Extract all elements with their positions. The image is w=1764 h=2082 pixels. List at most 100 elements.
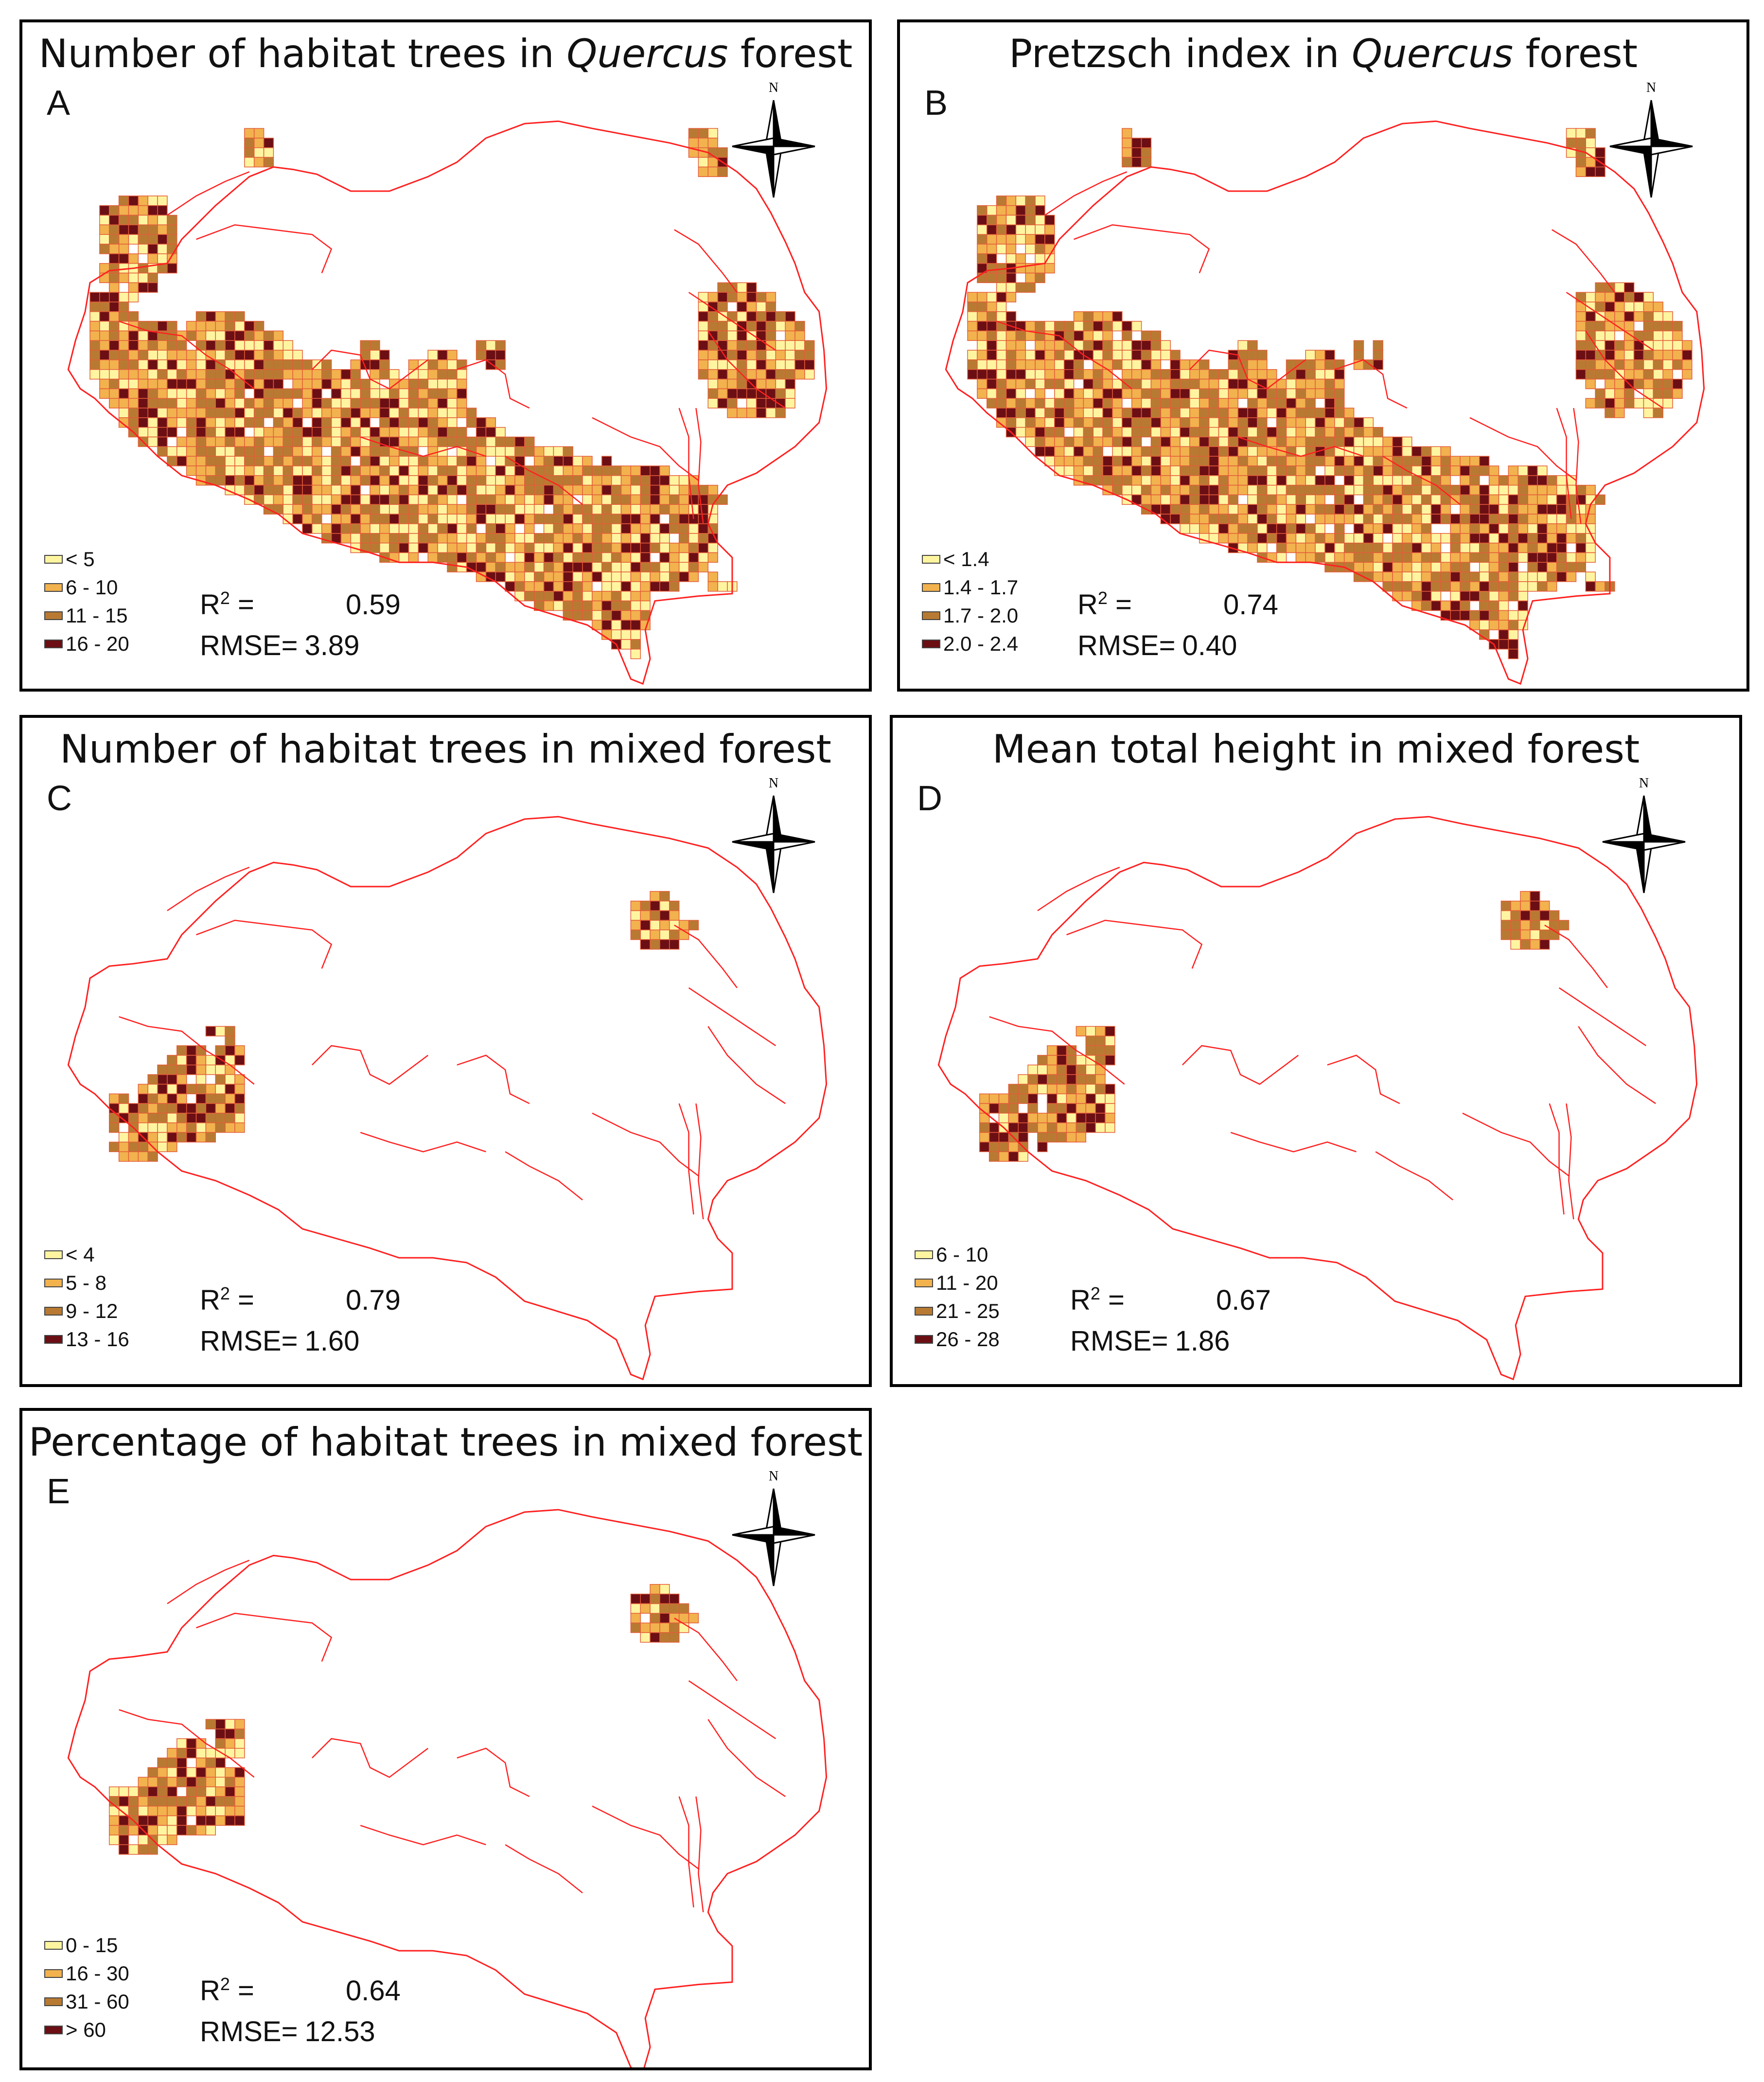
grid-cell [1382, 436, 1393, 447]
grid-cell [331, 446, 342, 457]
grid-cell [157, 1796, 168, 1807]
grid-cell [398, 398, 409, 409]
grid-cell [109, 340, 120, 351]
grid-cell [205, 1122, 216, 1133]
legend: < 1.4 1.4 - 1.7 1.7 - 2.0 2.0 - 2.4 [922, 545, 1018, 658]
grid-cell [630, 484, 641, 496]
grid-cell [157, 446, 168, 457]
grid-cell [147, 359, 158, 370]
grid-cell [1257, 494, 1268, 505]
grid-cell [457, 523, 467, 534]
grid-cell [650, 571, 660, 582]
grid-cell [379, 359, 390, 370]
grid-cell [1199, 514, 1210, 524]
grid-cell [785, 330, 795, 341]
grid-cell [1267, 475, 1277, 486]
grid-cell [1373, 571, 1383, 582]
grid-cell [611, 523, 622, 534]
grid-cell [1237, 408, 1248, 418]
grid-cell [1047, 1055, 1058, 1066]
grid-cell [1066, 1093, 1077, 1104]
grid-cell [650, 581, 660, 592]
grid-cell [1402, 514, 1412, 524]
grid-cell [1180, 388, 1190, 399]
grid-cell [688, 920, 699, 930]
grid-cell [186, 1825, 197, 1835]
grid-cell [765, 292, 776, 303]
grid-cell [514, 533, 525, 544]
grid-cell [1083, 369, 1094, 380]
grid-cell [389, 504, 400, 515]
forest-boundary-line [1566, 1103, 1574, 1220]
grid-cell [1295, 378, 1306, 390]
grid-cell [234, 1796, 245, 1807]
grid-cell [485, 552, 496, 563]
grid-cell [302, 475, 313, 486]
grid-cell [775, 311, 786, 322]
grid-cell [1056, 1103, 1067, 1114]
grid-cell [1095, 1103, 1106, 1114]
grid-cell [1508, 591, 1518, 602]
grid-cell [1305, 542, 1316, 553]
grid-cell [331, 388, 342, 399]
grid-cell [1373, 475, 1383, 486]
grid-cell [1208, 475, 1219, 486]
grid-cell [1237, 523, 1248, 534]
grid-cell [1150, 446, 1162, 457]
grid-cell [1228, 475, 1238, 486]
grid-cell [1056, 1065, 1067, 1075]
grid-cell [253, 427, 265, 438]
grid-cell [176, 1122, 187, 1133]
grid-cell [147, 436, 158, 447]
forest-boundary-line [1578, 1026, 1656, 1104]
r-squared-value: 0.67 [1216, 1284, 1271, 1316]
grid-cell [1180, 484, 1190, 496]
grid-cell [572, 600, 583, 611]
grid-cell [427, 398, 438, 409]
forest-boundary-line [989, 1016, 1125, 1085]
grid-cell [1247, 369, 1258, 380]
north-label: N [769, 776, 778, 791]
grid-cell [302, 494, 313, 505]
grid-cell [553, 581, 564, 592]
grid-cell [244, 340, 255, 351]
grid-cell [1633, 378, 1644, 390]
grid-cell [466, 552, 477, 563]
grid-cell [1054, 436, 1065, 447]
grid-cell [370, 388, 380, 399]
grid-cell [321, 378, 332, 390]
grid-cell [398, 465, 409, 476]
grid-cell [987, 340, 997, 351]
r-squared-label: R2 = [200, 1974, 254, 2007]
grid-cell [360, 465, 370, 476]
legend-item: 6 - 10 [44, 573, 129, 602]
grid-cell [977, 369, 988, 380]
grid-cell [1450, 523, 1461, 534]
grid-cell [1353, 484, 1364, 496]
grid-cell [109, 378, 120, 390]
forest-boundary-line [707, 1719, 786, 1797]
grid-cell [1141, 427, 1152, 438]
grid-cell [370, 504, 380, 515]
grid-cell [302, 427, 313, 438]
grid-cell [485, 514, 496, 524]
legend-item: 16 - 20 [44, 630, 129, 658]
grid-cell [418, 533, 428, 544]
grid-cell [157, 369, 168, 380]
grid-cell [360, 456, 370, 466]
grid-cell [1025, 282, 1036, 293]
grid-cell [1095, 1026, 1106, 1037]
grid-cell [263, 465, 274, 476]
grid-cell [225, 446, 235, 457]
grid-cell [1614, 282, 1625, 293]
grid-cell [630, 494, 641, 505]
grid-cell [977, 320, 988, 332]
grid-cell [1141, 157, 1152, 168]
grid-cell [1614, 302, 1625, 312]
grid-cell [234, 475, 245, 486]
grid-cell [514, 484, 525, 496]
grid-cell [157, 1084, 168, 1094]
grid-cell [592, 494, 602, 505]
grid-cell [1430, 484, 1442, 496]
grid-cell [205, 465, 216, 476]
